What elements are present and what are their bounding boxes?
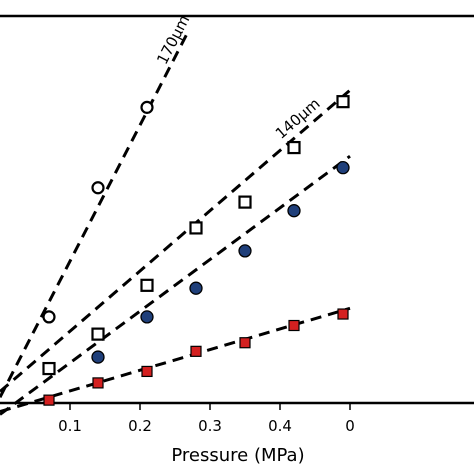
point-s2-0 — [91, 350, 105, 364]
point-s2-5 — [336, 161, 350, 175]
x-tick-label-2: 0.3 — [198, 417, 222, 435]
x-tick-label-0: 0.1 — [58, 417, 82, 435]
point-s3-5 — [288, 319, 300, 332]
fit-line-2 — [0, 154, 351, 416]
point-s1-1 — [91, 327, 105, 341]
point-s3-0 — [43, 394, 55, 406]
point-s3-4 — [239, 337, 251, 349]
point-s1-2 — [140, 278, 154, 292]
fit-line-3 — [0, 306, 351, 414]
x-axis-label: Pressure (MPa) — [171, 445, 304, 466]
point-s3-1 — [92, 377, 104, 389]
fit-line-1 — [0, 89, 351, 393]
point-s2-4 — [287, 204, 301, 218]
x-tick-label-3: 0.4 — [268, 417, 292, 435]
point-s1-4 — [238, 195, 252, 209]
point-s0-1 — [91, 181, 105, 195]
point-s0-0 — [42, 310, 56, 324]
point-s2-1 — [140, 310, 154, 324]
point-s1-0 — [42, 361, 56, 376]
x-tick-label-4: 0 — [345, 417, 355, 435]
point-s2-3 — [238, 244, 252, 258]
point-s3-6 — [337, 308, 349, 320]
x-tick-label-1: 0.2 — [128, 417, 152, 435]
point-s1-5 — [287, 140, 301, 155]
point-s2-2 — [189, 281, 203, 295]
fit-lines — [0, 29, 351, 416]
point-s3-3 — [190, 345, 202, 357]
fit-line-0 — [0, 29, 191, 398]
data-markers — [42, 95, 350, 406]
x-axis-ticks: 0.1 0.2 0.3 0.4 0 — [58, 403, 355, 435]
point-s1-3 — [189, 221, 203, 235]
point-s1-6 — [336, 95, 350, 109]
point-s3-2 — [141, 365, 153, 378]
point-s0-2 — [140, 100, 154, 114]
